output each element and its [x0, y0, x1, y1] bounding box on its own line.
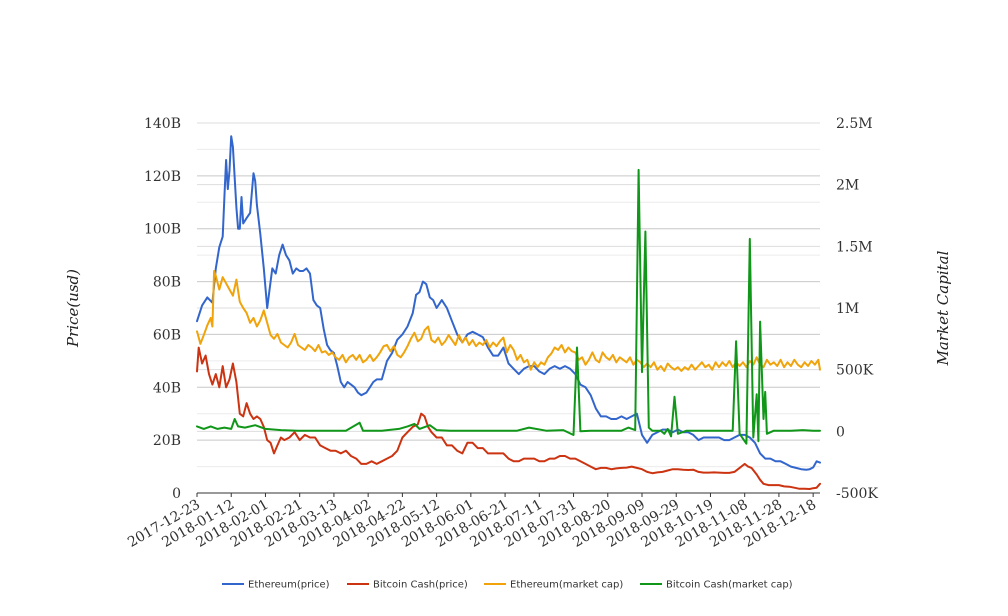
series-lines [196, 135, 821, 490]
series-line-bitcoin-cash-market-cap [196, 168, 821, 445]
series-line-bitcoin-cash-price [196, 346, 821, 490]
series-line-ethereum-market-cap [196, 270, 821, 372]
left-tick-label: 80B [153, 275, 181, 291]
legend-label: Bitcoin Cash(price) [373, 580, 468, 591]
left-tick-label: 0 [172, 486, 181, 502]
series-line-ethereum-price [196, 135, 821, 471]
legend: Ethereum(price) Bitcoin Cash(price) Ethere… [222, 580, 793, 591]
left-tick-label: 20B [153, 433, 181, 449]
right-tick-label: -500K [836, 486, 878, 502]
left-tick-label: 60B [153, 327, 181, 343]
right-tick-label: 2.5M [836, 116, 873, 132]
legend-label: Bitcoin Cash(market cap) [666, 580, 793, 591]
left-tick-label: 100B [144, 222, 181, 238]
left-tick-label: 40B [153, 380, 181, 396]
right-tick-label: 0 [836, 424, 845, 440]
right-y-axis-ticks: -500K 0 500K 1M 1.5M 2M 2.5M [836, 116, 878, 502]
right-tick-label: 1M [836, 301, 859, 317]
left-tick-label: 120B [144, 169, 181, 185]
left-y-axis-ticks: 0 20B 40B 60B 80B 100B 120B 140B [144, 116, 181, 502]
right-tick-label: 2M [836, 178, 859, 194]
left-tick-label: 140B [144, 116, 181, 132]
legend-label: Ethereum(price) [248, 580, 330, 591]
right-tick-label: 1.5M [836, 239, 873, 255]
right-y-axis-title: Market Capital [934, 250, 952, 366]
legend-label: Ethereum(market cap) [510, 580, 623, 591]
right-tick-label: 500K [836, 363, 874, 379]
left-y-axis-title: Price(usd) [64, 269, 82, 348]
x-axis-ticks: 2017-12-232018-01-122018-02-012018-02-21… [125, 493, 819, 551]
